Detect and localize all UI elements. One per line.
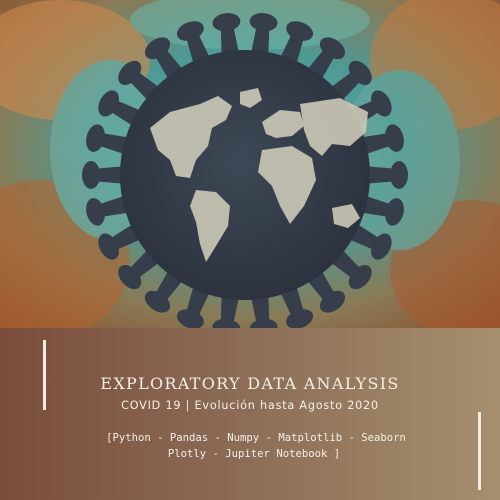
page-subtitle: COVID 19 | Evolución hasta Agosto 2020 [0,399,500,412]
page-title: EXPLORATORY DATA ANALYSIS [0,374,500,393]
virus-globe-illustration [0,0,500,328]
caption-panel [0,328,500,500]
tools-line-2: Plotly - Jupiter Notebook ] [4,448,500,460]
tools-line-1: [Python - Pandas - Numpy - Matplotlib - … [6,432,500,444]
